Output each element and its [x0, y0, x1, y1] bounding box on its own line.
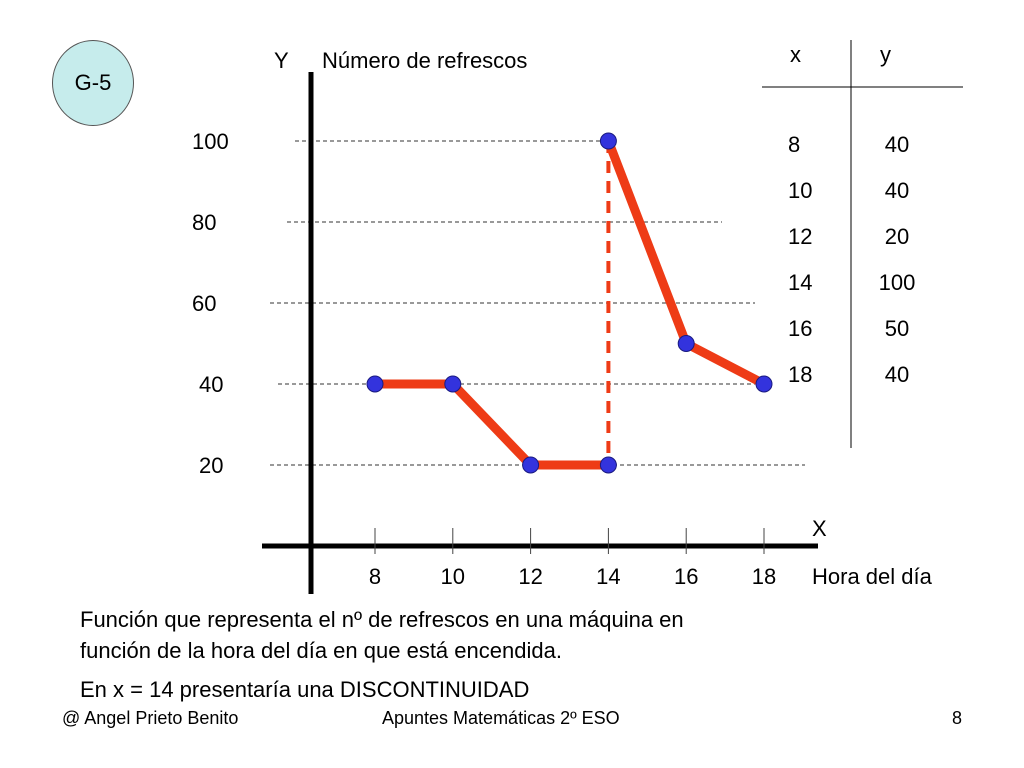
table-cell-y: 100 [879, 270, 916, 295]
x-tick-label-14: 14 [596, 564, 620, 589]
caption-line-2: función de la hora del día en que está e… [80, 638, 562, 663]
footer-author: @ Angel Prieto Benito [62, 708, 239, 728]
data-point-10-40 [444, 375, 462, 393]
footer-course: Apuntes Matemáticas 2º ESO [382, 708, 620, 728]
caption-line-3: En x = 14 presentaría una DISCONTINUIDAD [80, 677, 530, 702]
x-tick-label-8: 8 [369, 564, 381, 589]
table-cell-y: 40 [885, 178, 909, 203]
y-tick-label-60: 60 [192, 291, 216, 316]
x-axis-label: Hora del día [812, 564, 933, 589]
y-tick-label-100: 100 [192, 129, 229, 154]
table-cell-y: 50 [885, 316, 909, 341]
table-cell-y: 20 [885, 224, 909, 249]
table-cell-x: 12 [788, 224, 812, 249]
table-cell-y: 40 [885, 362, 909, 387]
series-segment-1 [375, 379, 609, 470]
table-cell-x: 16 [788, 316, 812, 341]
axis-labels: Y Número de refrescos X Hora del día 20 4… [192, 48, 933, 589]
table-cell-x: 8 [788, 132, 800, 157]
table-cell-x: 14 [788, 270, 812, 295]
data-point-14-100 [599, 132, 617, 150]
x-tick-label-12: 12 [518, 564, 542, 589]
table-cell-y: 40 [885, 132, 909, 157]
data-point-8-40 [366, 375, 384, 393]
x-tick-label-16: 16 [674, 564, 698, 589]
table-cell-x: 18 [788, 362, 812, 387]
y-tick-label-20: 20 [199, 453, 223, 478]
data-point-12-20 [522, 456, 540, 474]
x-axis-letter: X [812, 516, 827, 541]
gridlines [270, 140, 805, 466]
y-axis-letter: Y [274, 48, 289, 73]
x-tick-label-10: 10 [441, 564, 465, 589]
table-cell-x: 10 [788, 178, 812, 203]
x-tick-label-18: 18 [752, 564, 776, 589]
y-tick-label-40: 40 [199, 372, 223, 397]
badge-label: G-5 [74, 70, 112, 95]
footer-page-number: 8 [952, 708, 963, 728]
data-point-14-20 [599, 456, 617, 474]
table-header-x: x [790, 42, 801, 67]
axes [262, 72, 818, 594]
value-table: x y 8 40 10 40 12 20 14 100 16 50 18 40 [762, 40, 963, 448]
slide-badge: G-5 [52, 40, 134, 126]
caption-line-1: Función que representa el nº de refresco… [80, 607, 684, 632]
data-points [366, 132, 773, 474]
data-point-18-40 [755, 375, 773, 393]
table-header-y: y [880, 42, 891, 67]
y-tick-label-80: 80 [192, 210, 216, 235]
data-point-16-50 [677, 335, 695, 352]
y-axis-label: Número de refrescos [322, 48, 527, 73]
